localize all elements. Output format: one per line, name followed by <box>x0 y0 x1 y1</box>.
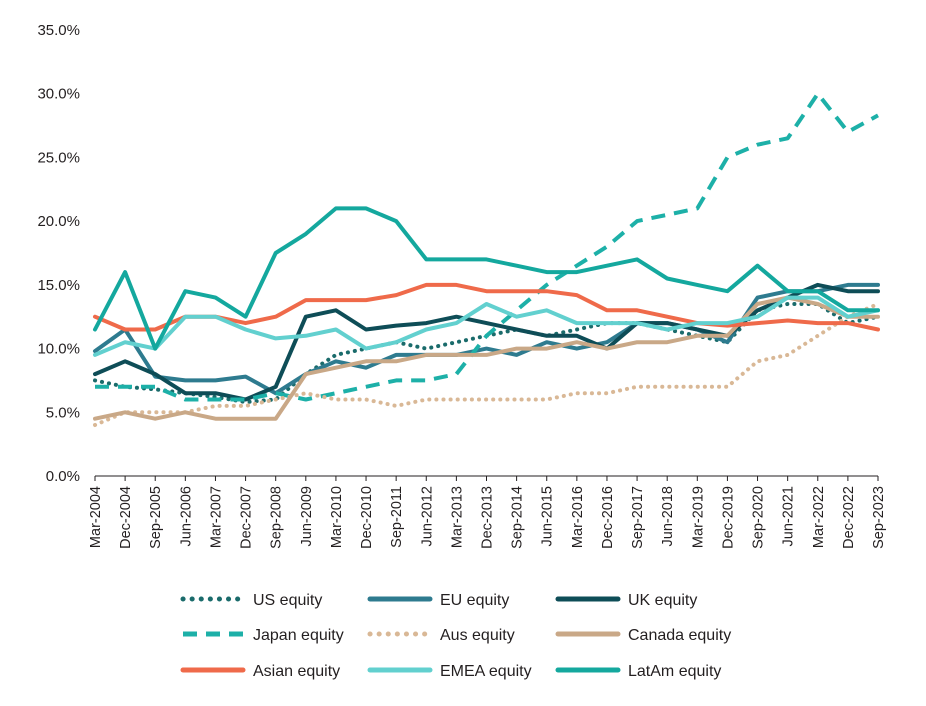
x-tick-label: Mar-2010 <box>329 486 345 548</box>
x-tick-label: Mar-2016 <box>570 486 586 548</box>
x-tick-label: Jun-2015 <box>540 486 556 546</box>
x-tick-label: Mar-2013 <box>449 486 465 548</box>
x-tick-label: Sep-2023 <box>871 486 887 549</box>
x-tick-label: Mar-2007 <box>208 486 224 548</box>
x-tick-label: Jun-2021 <box>781 486 797 546</box>
x-tick-label: Jun-2012 <box>419 486 435 546</box>
x-tick-label: Dec-2004 <box>118 486 134 549</box>
x-tick-label: Mar-2004 <box>88 486 104 548</box>
y-axis: 0.0% 5.0% 10.0% 15.0% 20.0% 25.0% 30.0% 35.0% <box>37 22 80 485</box>
x-tick-label: Sep-2008 <box>269 486 285 549</box>
series-line-aus-equity <box>93 302 880 427</box>
plot-area <box>93 91 880 427</box>
x-tick-label: Mar-2022 <box>811 486 827 548</box>
y-tick-label: 25.0% <box>37 149 80 166</box>
y-tick-label: 5.0% <box>46 404 80 421</box>
y-tick-label: 10.0% <box>37 341 80 358</box>
legend-label: Japan equity <box>253 627 344 644</box>
y-tick-label: 15.0% <box>37 277 80 294</box>
legend-label: UK equity <box>628 592 697 609</box>
y-tick-label: 20.0% <box>37 213 80 230</box>
x-tick-label: Sep-2014 <box>510 486 526 549</box>
legend-label: US equity <box>253 592 322 609</box>
series-line-eu-equity <box>93 282 880 396</box>
legend-label: Canada equity <box>628 627 731 644</box>
legend: US equity EU equity UK equity Japan equity A… <box>180 592 731 680</box>
x-tick-label: Dec-2010 <box>359 486 375 549</box>
x-tick-label: Jun-2006 <box>178 486 194 546</box>
x-tick-label: Dec-2019 <box>720 486 736 549</box>
x-tick-label: Sep-2017 <box>630 486 646 549</box>
legend-label: Aus equity <box>440 627 515 644</box>
x-tick-label: Dec-2022 <box>841 486 857 549</box>
legend-label: EMEA equity <box>440 663 532 680</box>
y-tick-label: 30.0% <box>37 86 80 103</box>
x-tick-label: Jun-2018 <box>660 486 676 546</box>
x-tick-label: Sep-2020 <box>751 486 767 549</box>
legend-label: LatAm equity <box>628 663 721 680</box>
series-line-emea-equity <box>93 295 880 357</box>
y-tick-label: 0.0% <box>46 468 80 485</box>
series-line-canada-equity <box>93 295 880 421</box>
y-tick-label: 35.0% <box>37 22 80 39</box>
x-tick-label: Jun-2009 <box>299 486 315 546</box>
series-line-japan-equity <box>95 91 879 402</box>
x-tick-label: Dec-2007 <box>239 486 255 549</box>
x-tick-label: Sep-2011 <box>389 486 405 548</box>
x-tick-label: Dec-2016 <box>600 486 616 549</box>
legend-label: EU equity <box>440 592 509 609</box>
x-axis: Mar-2004 Dec-2004 Sep-2005 Jun-2006 Mar-2007… <box>88 475 887 549</box>
legend-label: Asian equity <box>253 663 340 680</box>
series-line-latam-equity <box>93 206 880 351</box>
x-tick-label: Sep-2005 <box>148 486 164 549</box>
x-tick-label: Dec-2013 <box>480 486 496 549</box>
x-tick-label: Mar-2019 <box>690 486 706 548</box>
